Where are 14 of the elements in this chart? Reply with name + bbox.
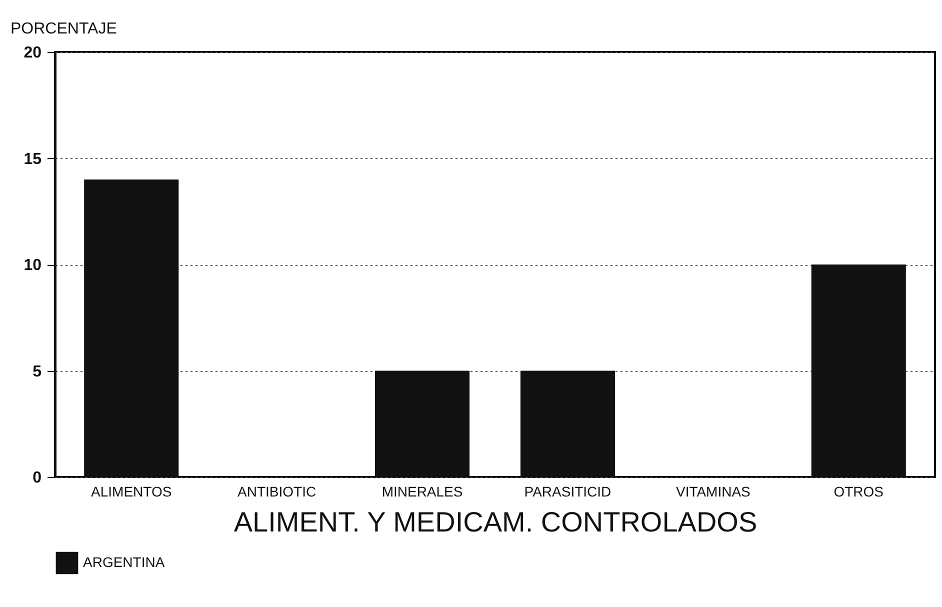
y-tick-label: 20 [24, 44, 42, 62]
x-tick-label: PARASITICID [524, 484, 612, 500]
y-tick-label: 5 [32, 363, 42, 380]
y-tick-label: 0 [32, 470, 42, 486]
x-tick-label: VITAMINAS [676, 484, 750, 500]
x-tick-label: ANTIBIOTIC [238, 484, 316, 500]
x-tick-label: MINERALES [382, 484, 463, 500]
x-axis-title: ALIMENT. Y MEDICAM. CONTROLADOS [234, 506, 758, 538]
x-tick-label: OTROS [834, 484, 884, 500]
y-tick-label: 15 [24, 150, 42, 168]
legend-label: ARGENTINA [83, 554, 166, 570]
y-tick-label: 10 [24, 257, 42, 274]
y-axis-title: PORCENTAJE [10, 20, 117, 38]
x-tick-label: ALIMENTOS [91, 484, 172, 500]
